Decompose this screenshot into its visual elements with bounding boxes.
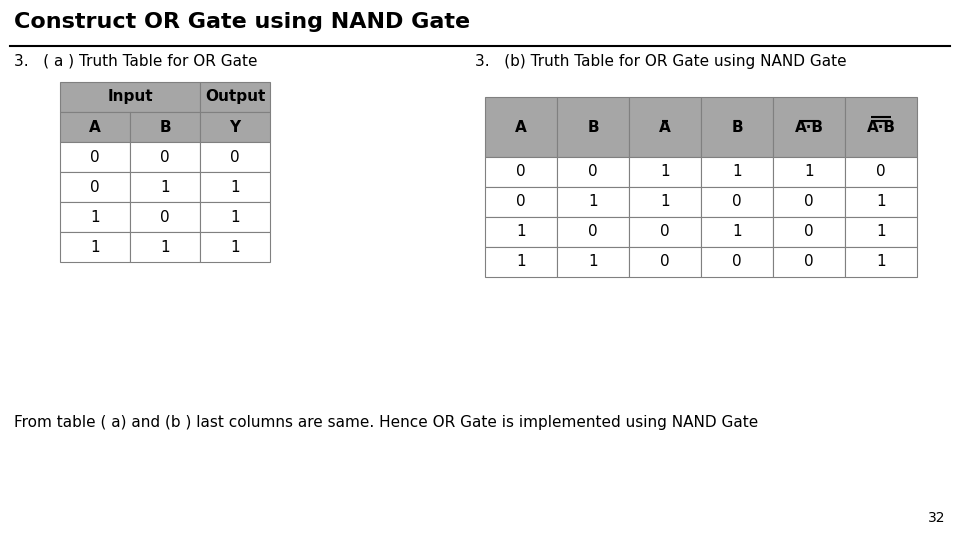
Text: 0: 0 <box>160 210 170 225</box>
Bar <box>557 97 629 157</box>
Bar <box>60 172 130 202</box>
Bar <box>60 142 130 172</box>
Text: 0: 0 <box>804 194 814 210</box>
Text: 1: 1 <box>90 210 100 225</box>
Bar <box>701 187 773 217</box>
Text: 0: 0 <box>588 165 598 179</box>
Text: 1: 1 <box>732 165 742 179</box>
Text: A: A <box>89 119 101 134</box>
Bar <box>130 232 200 262</box>
Bar <box>200 232 270 262</box>
Text: 1: 1 <box>230 179 240 194</box>
Text: 3.   (b) Truth Table for OR Gate using NAND Gate: 3. (b) Truth Table for OR Gate using NAN… <box>475 54 847 69</box>
Text: 0: 0 <box>732 254 742 269</box>
Bar <box>200 172 270 202</box>
Bar <box>130 112 200 142</box>
Text: 0: 0 <box>230 150 240 165</box>
Text: 0: 0 <box>660 225 670 240</box>
Text: 0: 0 <box>516 165 526 179</box>
Text: 0: 0 <box>804 254 814 269</box>
Text: 1: 1 <box>230 240 240 254</box>
Text: 0: 0 <box>804 225 814 240</box>
Bar <box>701 157 773 187</box>
Bar <box>557 157 629 187</box>
Text: A·B: A·B <box>867 119 896 134</box>
Bar <box>629 247 701 277</box>
Bar <box>485 157 557 187</box>
Bar <box>629 217 701 247</box>
Bar <box>485 187 557 217</box>
Text: 1: 1 <box>876 254 886 269</box>
Bar <box>200 82 270 112</box>
Text: 0: 0 <box>588 225 598 240</box>
Bar <box>557 247 629 277</box>
Text: Y: Y <box>229 119 241 134</box>
Text: 0: 0 <box>732 194 742 210</box>
Bar <box>60 82 200 112</box>
Bar <box>773 247 845 277</box>
Bar <box>130 202 200 232</box>
Text: 0: 0 <box>660 254 670 269</box>
Text: 0: 0 <box>160 150 170 165</box>
Bar <box>557 217 629 247</box>
Text: 1: 1 <box>588 254 598 269</box>
Bar <box>200 142 270 172</box>
Bar <box>200 112 270 142</box>
Bar <box>485 97 557 157</box>
Text: A: A <box>516 119 527 134</box>
Bar <box>485 247 557 277</box>
Bar <box>200 202 270 232</box>
Text: 1: 1 <box>160 240 170 254</box>
Bar <box>130 172 200 202</box>
Bar <box>845 217 917 247</box>
Text: 1: 1 <box>516 225 526 240</box>
Text: 0: 0 <box>876 165 886 179</box>
Bar <box>60 112 130 142</box>
Bar <box>845 187 917 217</box>
Text: 1: 1 <box>230 210 240 225</box>
Bar <box>557 187 629 217</box>
Text: 1: 1 <box>804 165 814 179</box>
Bar <box>701 97 773 157</box>
Text: 0: 0 <box>90 179 100 194</box>
Bar <box>629 187 701 217</box>
Text: Output: Output <box>204 90 265 105</box>
Bar <box>629 97 701 157</box>
Bar <box>701 247 773 277</box>
Bar <box>845 247 917 277</box>
Text: 1: 1 <box>876 225 886 240</box>
Text: 1: 1 <box>876 194 886 210</box>
Bar <box>485 217 557 247</box>
Bar <box>773 97 845 157</box>
Bar <box>60 202 130 232</box>
Text: A·B: A·B <box>795 119 824 134</box>
Text: B: B <box>588 119 599 134</box>
Text: Input: Input <box>108 90 153 105</box>
Text: 1: 1 <box>732 225 742 240</box>
Text: 1: 1 <box>660 194 670 210</box>
Text: 3.   ( a ) Truth Table for OR Gate: 3. ( a ) Truth Table for OR Gate <box>14 54 257 69</box>
Text: B: B <box>732 119 743 134</box>
Text: A: A <box>660 119 671 134</box>
Text: 1: 1 <box>660 165 670 179</box>
Text: 32: 32 <box>927 511 945 525</box>
Text: 0: 0 <box>516 194 526 210</box>
Bar <box>60 232 130 262</box>
Bar <box>629 157 701 187</box>
Bar <box>130 142 200 172</box>
Text: 1: 1 <box>588 194 598 210</box>
Text: B: B <box>159 119 171 134</box>
Bar <box>773 217 845 247</box>
Bar <box>773 157 845 187</box>
Bar <box>845 157 917 187</box>
Text: 1: 1 <box>160 179 170 194</box>
Text: Construct OR Gate using NAND Gate: Construct OR Gate using NAND Gate <box>14 12 470 32</box>
Text: From table ( a) and (b ) last columns are same. Hence OR Gate is implemented usi: From table ( a) and (b ) last columns ar… <box>14 415 758 430</box>
Bar <box>701 217 773 247</box>
Bar <box>773 187 845 217</box>
Text: 1: 1 <box>90 240 100 254</box>
Text: 1: 1 <box>516 254 526 269</box>
Bar <box>845 97 917 157</box>
Text: 0: 0 <box>90 150 100 165</box>
